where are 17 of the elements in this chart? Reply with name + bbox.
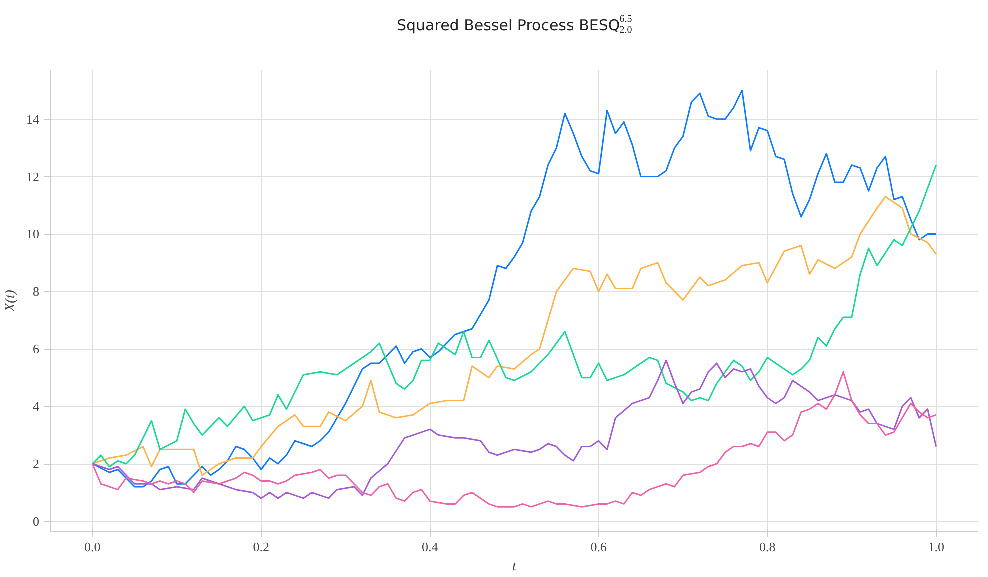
line-series: [92, 90, 938, 488]
y-tick-label: 0: [33, 514, 40, 529]
x-tick-label: 1.0: [928, 540, 944, 554]
y-tick-label: 4: [33, 399, 40, 414]
y-axis-title: X(t): [4, 290, 18, 313]
x-axis-title: t: [512, 560, 518, 574]
y-tick-label: 8: [33, 284, 40, 300]
x-tick-label: 0.8: [759, 540, 776, 554]
x-tick-label: 0.2: [253, 540, 270, 554]
y-tick-label: 10: [26, 226, 40, 242]
y-tick-label: 12: [26, 169, 40, 184]
x-tick-label: 0.4: [422, 540, 439, 554]
y-tick-label: 2: [33, 456, 40, 472]
y-tick-label: 6: [33, 342, 40, 357]
y-tick-label: 14: [26, 112, 40, 127]
x-tick-label: 0.0: [84, 540, 101, 554]
x-tick-label: 0.6: [590, 540, 608, 554]
